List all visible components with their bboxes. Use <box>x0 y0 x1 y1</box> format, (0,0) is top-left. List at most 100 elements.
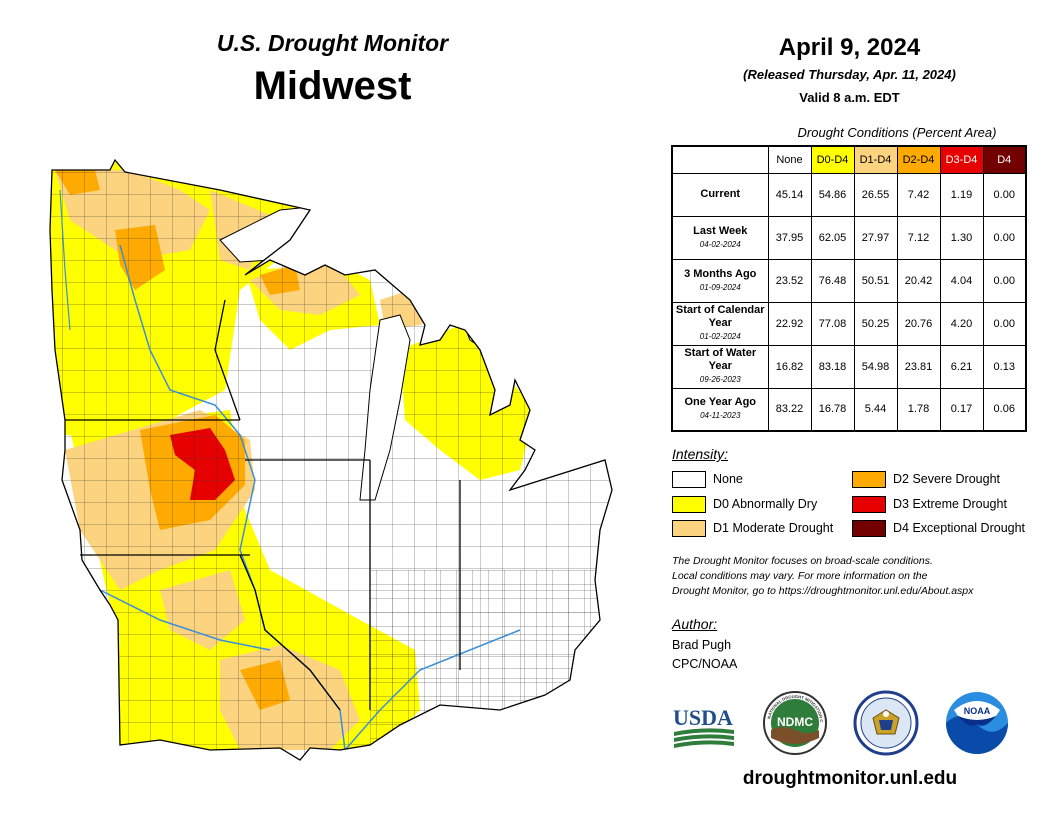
table-cell: 20.42 <box>896 258 941 303</box>
row-date: 04-02-2024 <box>699 239 741 249</box>
table-cell: 37.95 <box>767 215 812 260</box>
commerce-seal-icon <box>853 690 919 756</box>
author-name: Brad Pugh <box>672 638 732 652</box>
table-cell: 0.00 <box>982 215 1027 260</box>
table-cell: 1.19 <box>939 172 984 217</box>
usda-logo: USDA <box>672 700 736 750</box>
drought-conditions-table: None D0-D4 D1-D4 D2-D4 D3-D4 D4 Current … <box>671 145 1027 432</box>
row-label: 3 Months Ago 01-09-2024 <box>671 258 769 303</box>
column-header-none: None <box>767 145 812 174</box>
lake-michigan <box>359 314 411 501</box>
table-cell: 0.06 <box>982 387 1027 432</box>
table-cell: 23.52 <box>767 258 812 303</box>
map-date: April 9, 2024 <box>778 34 921 61</box>
legend-swatch <box>852 470 886 488</box>
column-header-d1-d4: D1-D4 <box>853 145 898 174</box>
table-cell: 77.08 <box>810 301 855 346</box>
drought-map <box>40 150 620 790</box>
table-cell: 7.12 <box>896 215 941 260</box>
row-date: 04-11-2023 <box>700 411 741 421</box>
mo-il-border <box>239 554 341 711</box>
legend-item-d4: D4 Exceptional Drought <box>852 518 1025 538</box>
row-date: 09-26-2023 <box>699 375 741 384</box>
table-row-start-of-calendar-year: Start of Calendar Year 01-02-2024 22.92 7… <box>671 301 1027 346</box>
legend-label: D1 Moderate Drought <box>713 521 834 535</box>
legend-item-d1: D1 Moderate Drought <box>672 518 833 538</box>
legend-item-none: None <box>672 469 743 489</box>
table-cell: 1.78 <box>896 387 941 432</box>
disclaimer-line: Local conditions may vary. For more info… <box>672 570 928 582</box>
row-label-text: One Year Ago <box>684 396 757 409</box>
legend-swatch <box>672 470 706 488</box>
row-label: One Year Ago 04-11-2023 <box>671 387 769 432</box>
legend-swatch <box>672 495 706 513</box>
table-cell: 1.30 <box>939 215 984 260</box>
column-header-d4: D4 <box>982 145 1027 174</box>
map-region-title: Midwest <box>253 64 412 108</box>
table-cell: 26.55 <box>853 172 898 217</box>
table-cell: 20.76 <box>896 301 941 346</box>
row-date: 01-09-2024 <box>699 282 741 292</box>
table-cell: 27.97 <box>853 215 898 260</box>
table-cell: 62.05 <box>810 215 855 260</box>
legend-label: None <box>713 472 743 486</box>
table-cell: 45.14 <box>767 172 812 217</box>
table-cell: 6.21 <box>939 344 984 389</box>
website-url[interactable]: droughtmonitor.unl.edu <box>742 768 958 789</box>
table-cell: 54.86 <box>810 172 855 217</box>
row-label-text: Start of Calendar Year <box>675 304 765 329</box>
table-cell: 0.17 <box>939 387 984 432</box>
table-cell: 4.04 <box>939 258 984 303</box>
mn-wi-border <box>214 299 241 421</box>
drought-map-svg <box>49 158 613 761</box>
noaa-logo-text: NOAA <box>964 706 991 716</box>
column-header-d3-d4: D3-D4 <box>939 145 984 174</box>
commerce-seal-logo <box>853 690 919 756</box>
table-cell: 5.44 <box>853 387 898 432</box>
legend-label: D4 Exceptional Drought <box>893 521 1026 535</box>
table-cell: 0.13 <box>982 344 1027 389</box>
table-cell: 23.81 <box>896 344 941 389</box>
legend-label: D0 Abnormally Dry <box>713 497 818 511</box>
ndmc-logo: NDMC NATIONAL DROUGHT MITIGATION CENTER <box>760 686 828 756</box>
table-cell: 22.92 <box>767 301 812 346</box>
table-cell: 4.20 <box>939 301 984 346</box>
row-label-text: Last Week <box>693 224 748 237</box>
row-label: Start of Calendar Year 01-02-2024 <box>671 301 769 346</box>
table-cell: 0.00 <box>982 172 1027 217</box>
table-cell: 50.51 <box>853 258 898 303</box>
legend-swatch <box>672 519 706 537</box>
legend-label: D2 Severe Drought <box>893 472 1001 486</box>
noaa-logo: NOAA <box>944 690 1010 756</box>
row-label: Current <box>671 172 769 217</box>
table-cell: 83.22 <box>767 387 812 432</box>
legend-swatch <box>852 495 886 513</box>
usda-logo-text: USDA <box>673 705 733 730</box>
table-cell: 0.00 <box>982 258 1027 303</box>
table-cell: 7.42 <box>896 172 941 217</box>
table-cell: 54.98 <box>853 344 898 389</box>
legend-item-d3: D3 Extreme Drought <box>852 494 1007 514</box>
row-label-text: Current <box>700 188 741 200</box>
red-river <box>59 189 71 331</box>
column-header-d2-d4: D2-D4 <box>896 145 941 174</box>
disclaimer-line: The Drought Monitor focuses on broad-sca… <box>672 555 933 567</box>
table-cell: 0.00 <box>982 301 1027 346</box>
row-label: Last Week 04-02-2024 <box>671 215 769 260</box>
author-heading: Author: <box>672 616 718 632</box>
row-label: Start of Water Year 09-26-2023 <box>671 344 769 389</box>
table-row-last-week: Last Week 04-02-2024 37.95 62.05 27.97 7.… <box>671 215 1027 260</box>
disclaimer-line: Drought Monitor, go to https://droughtmo… <box>672 585 974 597</box>
usda-logo-icon: USDA <box>673 705 734 748</box>
conditions-table-caption: Drought Conditions (Percent Area) <box>797 125 997 140</box>
ohio-river <box>344 629 521 751</box>
table-cell: 83.18 <box>810 344 855 389</box>
ndmc-logo-text: NDMC <box>777 715 813 729</box>
legend-item-d0: D0 Abnormally Dry <box>672 494 817 514</box>
legend-heading: Intensity: <box>672 446 729 462</box>
row-date: 01-02-2024 <box>699 332 741 341</box>
row-label-text: 3 Months Ago <box>684 267 757 280</box>
row-label-text: Start of Water Year <box>684 347 757 372</box>
author-org: CPC/NOAA <box>672 657 738 671</box>
release-date: (Released Thursday, Apr. 11, 2024) <box>743 67 956 82</box>
